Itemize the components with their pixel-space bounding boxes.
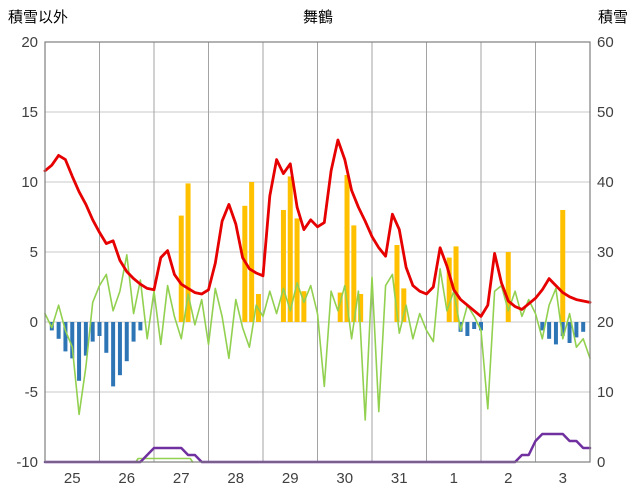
left-tick-label: -10 [16,454,38,471]
right-tick-label: 0 [597,454,605,471]
x-tick-label: 30 [336,470,353,487]
right-tick-label: 20 [597,314,614,331]
left-tick-label: 10 [21,174,38,191]
negative-blue-bars [49,322,586,387]
right-tick-label: 60 [597,34,614,51]
chart-title: 舞鶴 [302,9,334,26]
snow-depth-line [43,432,592,464]
x-tick-label: 27 [173,470,190,487]
x-tick-label: 29 [282,470,299,487]
snowfall-line [135,457,194,463]
x-tick-label: 3 [559,470,567,487]
plot-border [44,41,591,463]
x-tick-label: 25 [64,470,81,487]
x-tick-label: 2 [504,470,512,487]
x-tick-label: 26 [118,470,135,487]
left-axis-title: 積雪以外 [8,9,69,26]
x-tick-label: 28 [227,470,244,487]
right-tick-label: 30 [597,244,614,261]
right-axis-title: 積雪 [597,9,628,26]
left-tick-label: 15 [21,104,38,121]
temperature-line [43,138,592,318]
x-tick-label: 31 [391,470,408,487]
green-oscillating-line [44,254,591,421]
right-tick-label: 40 [597,174,614,191]
right-tick-label: 50 [597,104,614,121]
right-tick-label: 10 [597,384,614,401]
left-tick-label: -5 [25,384,38,401]
left-tick-label: 5 [30,244,38,261]
left-tick-label: 0 [30,314,38,331]
series [43,138,592,464]
left-tick-label: 20 [21,34,38,51]
x-tick-label: 1 [450,470,458,487]
